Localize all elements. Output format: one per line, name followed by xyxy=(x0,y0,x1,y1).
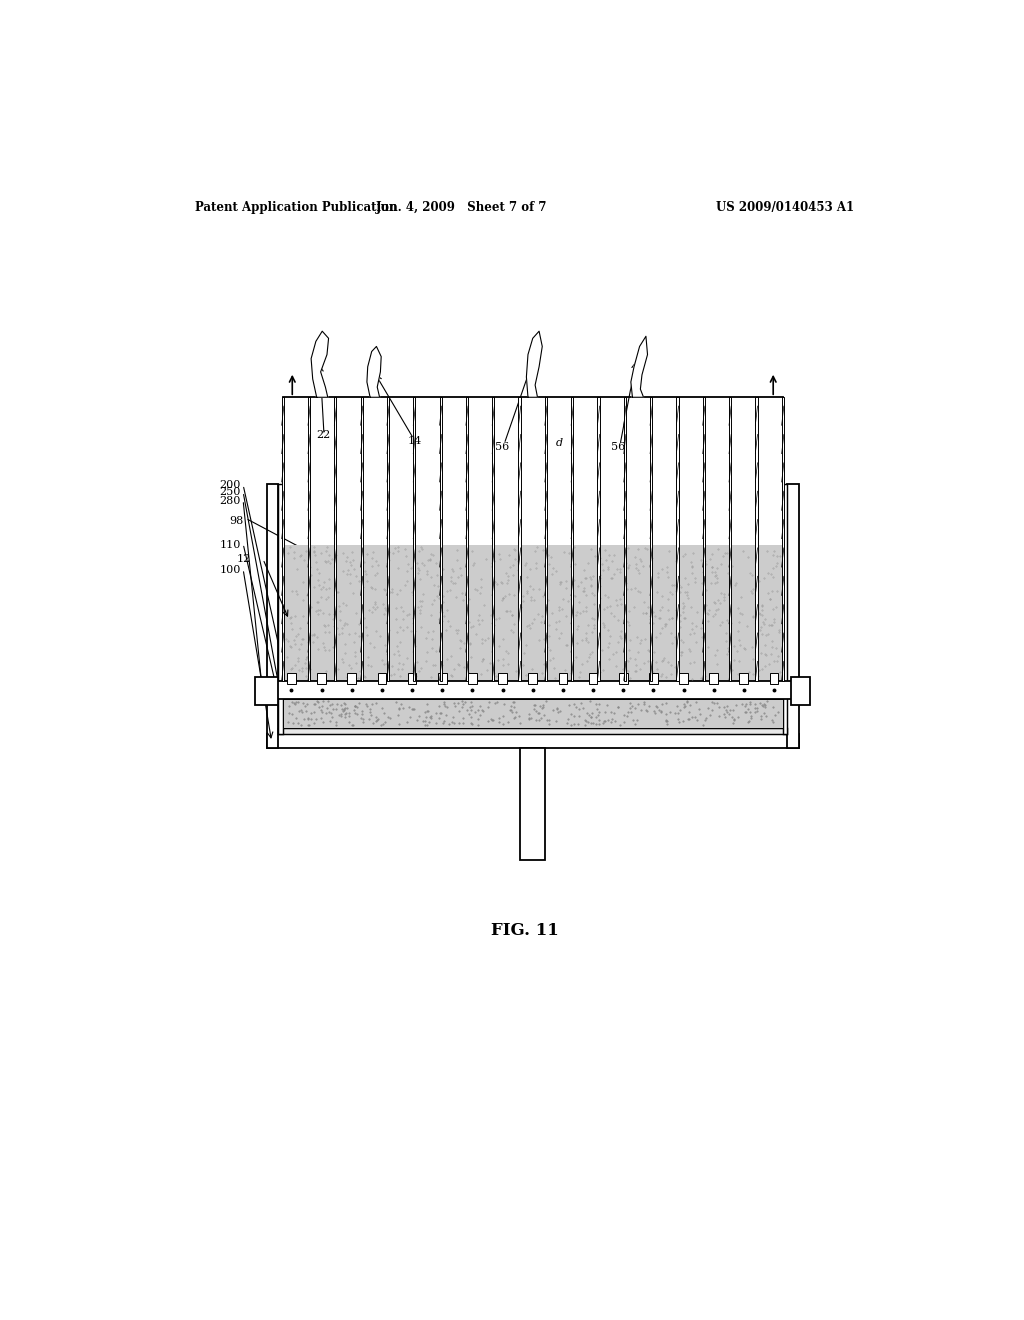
Bar xyxy=(283,700,782,727)
Bar xyxy=(347,673,356,684)
Bar xyxy=(597,397,600,681)
Text: 100: 100 xyxy=(219,565,241,576)
Bar xyxy=(791,677,811,705)
Text: 12: 12 xyxy=(237,554,251,564)
Text: └120: └120 xyxy=(527,708,555,717)
Text: FIG. 11: FIG. 11 xyxy=(490,923,559,940)
Bar xyxy=(518,397,520,681)
Bar xyxy=(787,483,799,748)
Text: 56: 56 xyxy=(611,442,626,451)
Bar xyxy=(283,545,782,681)
Bar xyxy=(334,397,337,681)
Bar xyxy=(255,677,278,705)
Text: $\neg$120: $\neg$120 xyxy=(532,701,564,713)
Bar xyxy=(729,397,731,681)
Text: Jun. 4, 2009   Sheet 7 of 7: Jun. 4, 2009 Sheet 7 of 7 xyxy=(376,201,547,214)
Text: 98: 98 xyxy=(228,516,243,527)
Text: 250: 250 xyxy=(219,487,241,496)
Bar xyxy=(439,397,441,681)
Bar xyxy=(782,483,787,734)
Bar xyxy=(414,397,416,681)
Bar xyxy=(378,673,386,684)
Bar xyxy=(468,673,477,684)
Polygon shape xyxy=(631,337,647,397)
Text: 280: 280 xyxy=(219,496,241,506)
Bar xyxy=(360,397,362,681)
Bar xyxy=(493,397,495,681)
Bar xyxy=(545,397,547,681)
Text: 200: 200 xyxy=(219,479,241,490)
Text: 110: 110 xyxy=(219,540,241,549)
Polygon shape xyxy=(367,346,381,397)
Text: 56: 56 xyxy=(496,442,510,451)
Bar xyxy=(770,673,778,684)
Bar xyxy=(438,673,446,684)
Bar xyxy=(781,397,783,681)
Text: d: d xyxy=(555,438,562,447)
Bar xyxy=(650,397,652,681)
Bar xyxy=(278,727,787,734)
Text: 120: 120 xyxy=(532,708,561,717)
Bar xyxy=(710,673,718,684)
Bar xyxy=(618,673,628,684)
Bar xyxy=(520,748,546,859)
Bar xyxy=(624,397,626,681)
Bar xyxy=(287,673,296,684)
Text: Patent Application Publication: Patent Application Publication xyxy=(196,201,398,214)
Bar xyxy=(408,673,417,684)
Text: 14: 14 xyxy=(408,436,422,446)
Polygon shape xyxy=(526,331,543,397)
Bar xyxy=(466,397,468,681)
Bar xyxy=(558,673,567,684)
Bar xyxy=(282,397,284,681)
Bar xyxy=(739,673,749,684)
Bar xyxy=(679,673,688,684)
Bar xyxy=(571,397,573,681)
Bar xyxy=(308,397,310,681)
Bar xyxy=(589,673,597,684)
Bar xyxy=(317,673,326,684)
Bar xyxy=(387,397,389,681)
Bar xyxy=(278,483,283,734)
Text: US 2009/0140453 A1: US 2009/0140453 A1 xyxy=(716,201,854,214)
Bar xyxy=(271,681,794,700)
Bar xyxy=(677,397,679,681)
Text: 22: 22 xyxy=(316,430,331,440)
Polygon shape xyxy=(311,331,329,397)
Bar xyxy=(756,397,758,681)
Bar xyxy=(499,673,507,684)
Bar xyxy=(649,673,657,684)
Bar xyxy=(528,673,538,684)
Bar xyxy=(267,734,799,748)
Bar xyxy=(267,483,278,748)
Bar xyxy=(702,397,705,681)
